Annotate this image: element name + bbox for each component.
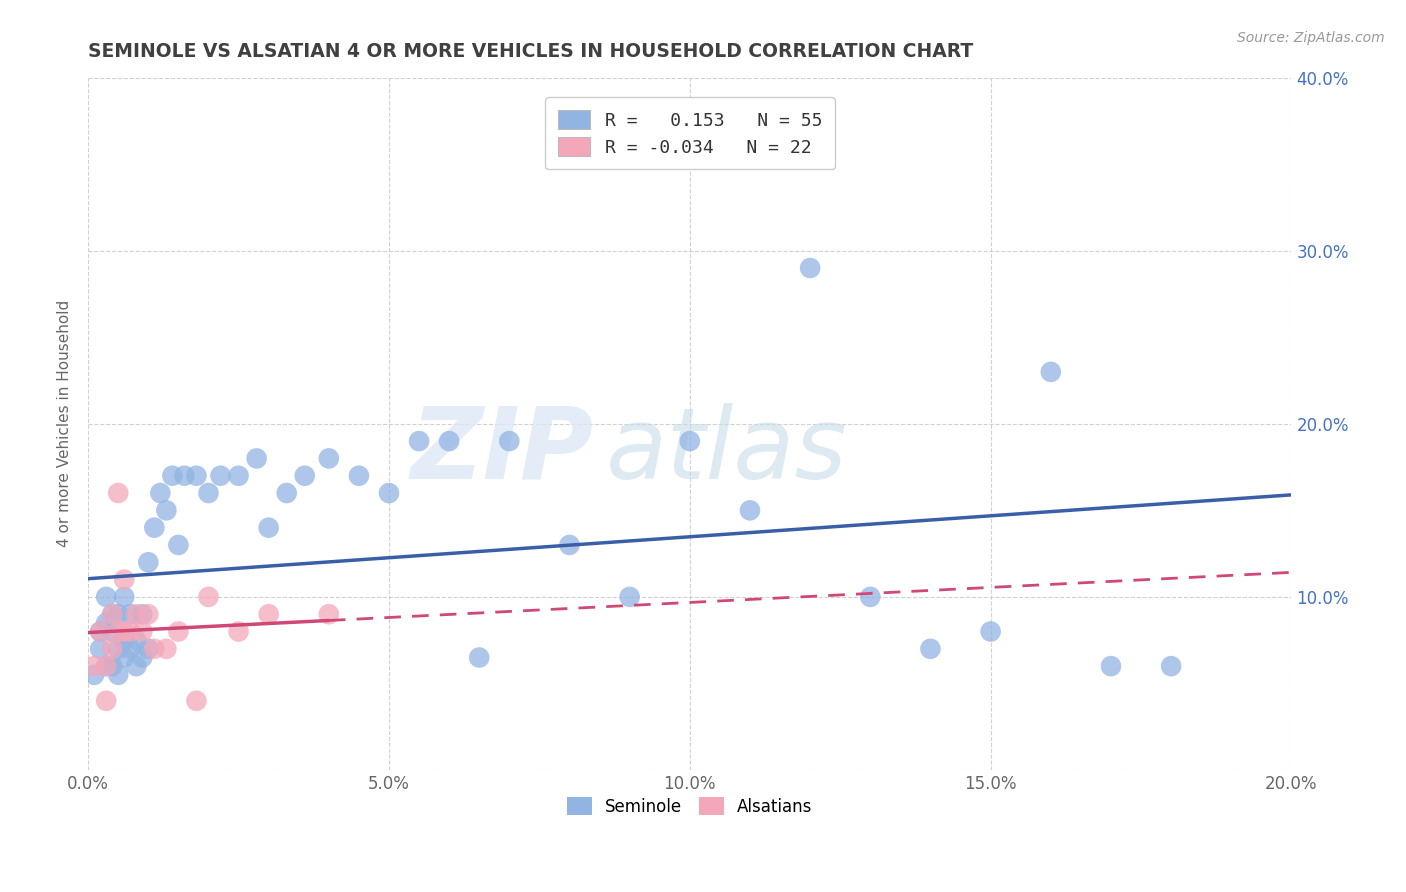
Point: [89, 624, 111, 639]
Point: [799, 260, 821, 275]
Text: SEMINOLE VS ALSATIAN 4 OR MORE VEHICLES IN HOUSEHOLD CORRELATION CHART: SEMINOLE VS ALSATIAN 4 OR MORE VEHICLES …: [89, 42, 973, 61]
Point: [186, 694, 208, 708]
Point: [318, 451, 340, 466]
Y-axis label: 4 or more Vehicles in Household: 4 or more Vehicles in Household: [58, 301, 72, 548]
Point: [101, 641, 124, 656]
Point: [101, 607, 124, 622]
Point: [276, 486, 298, 500]
Point: [318, 607, 340, 622]
Point: [112, 633, 135, 648]
Point: [437, 434, 460, 449]
Point: [131, 650, 153, 665]
Point: [1099, 659, 1122, 673]
Point: [1039, 365, 1062, 379]
Point: [257, 521, 280, 535]
Text: ZIP: ZIP: [411, 403, 593, 500]
Point: [167, 538, 190, 552]
Point: [468, 650, 491, 665]
Point: [107, 607, 129, 622]
Point: [228, 624, 250, 639]
Point: [619, 590, 641, 604]
Point: [197, 486, 219, 500]
Point: [112, 573, 135, 587]
Point: [131, 624, 153, 639]
Point: [120, 607, 142, 622]
Point: [143, 641, 166, 656]
Point: [125, 659, 148, 673]
Point: [558, 538, 581, 552]
Point: [89, 624, 111, 639]
Legend: Seminole, Alsatians: Seminole, Alsatians: [558, 789, 821, 824]
Point: [83, 667, 105, 681]
Point: [83, 659, 105, 673]
Point: [96, 615, 118, 630]
Point: [167, 624, 190, 639]
Point: [294, 468, 316, 483]
Point: [107, 486, 129, 500]
Point: [136, 555, 159, 569]
Point: [980, 624, 1002, 639]
Point: [107, 624, 129, 639]
Point: [101, 607, 124, 622]
Point: [347, 468, 370, 483]
Point: [246, 451, 269, 466]
Point: [96, 694, 118, 708]
Point: [136, 641, 159, 656]
Point: [209, 468, 232, 483]
Point: [101, 624, 124, 639]
Point: [143, 521, 166, 535]
Point: [155, 641, 177, 656]
Point: [408, 434, 430, 449]
Point: [228, 468, 250, 483]
Text: atlas: atlas: [606, 403, 848, 500]
Point: [498, 434, 520, 449]
Point: [112, 624, 135, 639]
Point: [131, 607, 153, 622]
Point: [89, 641, 111, 656]
Point: [1160, 659, 1182, 673]
Point: [96, 590, 118, 604]
Point: [107, 641, 129, 656]
Point: [155, 503, 177, 517]
Point: [859, 590, 882, 604]
Point: [197, 590, 219, 604]
Point: [101, 659, 124, 673]
Point: [112, 650, 135, 665]
Point: [679, 434, 702, 449]
Point: [112, 590, 135, 604]
Point: [136, 607, 159, 622]
Point: [96, 659, 118, 673]
Point: [149, 486, 172, 500]
Point: [107, 667, 129, 681]
Point: [125, 607, 148, 622]
Point: [738, 503, 761, 517]
Point: [125, 633, 148, 648]
Point: [378, 486, 401, 500]
Point: [920, 641, 942, 656]
Point: [257, 607, 280, 622]
Point: [120, 641, 142, 656]
Point: [96, 659, 118, 673]
Point: [162, 468, 184, 483]
Text: Source: ZipAtlas.com: Source: ZipAtlas.com: [1237, 31, 1385, 45]
Point: [120, 624, 142, 639]
Point: [186, 468, 208, 483]
Point: [173, 468, 195, 483]
